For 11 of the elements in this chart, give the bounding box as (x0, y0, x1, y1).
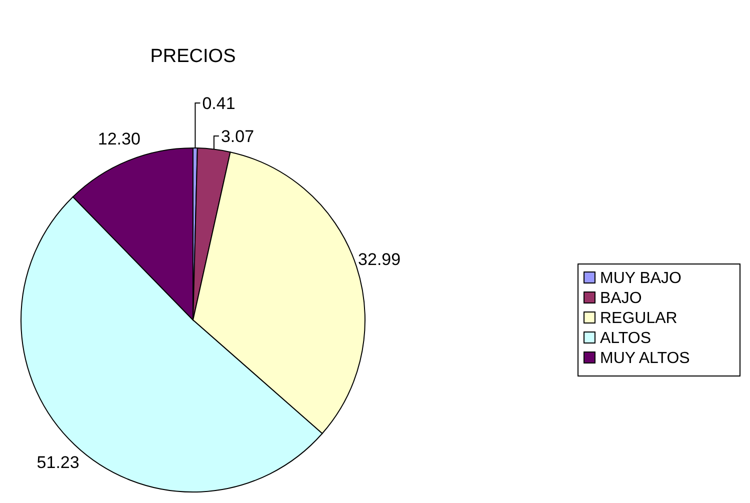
legend-label: BAJO (600, 290, 642, 307)
legend-label: ALTOS (600, 330, 651, 347)
data-label: 32.99 (358, 250, 401, 270)
legend-label: REGULAR (600, 310, 678, 327)
data-label: 12.30 (98, 129, 140, 148)
legend-label: MUY ALTOS (600, 350, 690, 367)
legend-label: MUY BAJO (600, 270, 682, 287)
chart-title: PRECIOS (150, 46, 236, 67)
data-label: 0.41 (202, 94, 236, 113)
data-label: 51.23 (36, 453, 80, 472)
data-label: 3.07 (220, 127, 254, 146)
